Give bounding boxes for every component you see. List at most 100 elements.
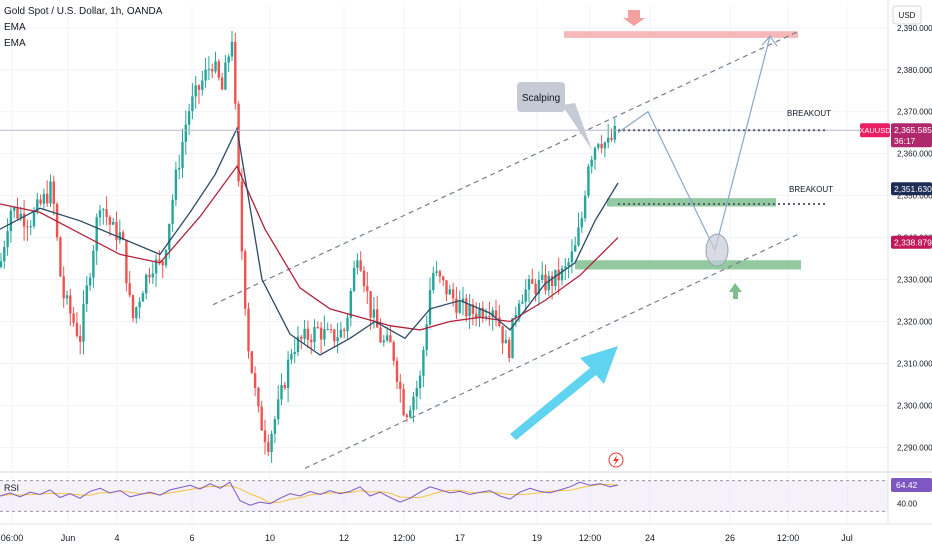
time-tick-label: 10: [265, 533, 275, 543]
candle-body: [273, 419, 277, 434]
candle-body: [62, 276, 65, 299]
candle-body: [362, 270, 366, 287]
candle-body: [574, 245, 577, 252]
candle-body: [610, 137, 613, 140]
candle-body: [554, 269, 557, 287]
candle-body: [138, 301, 141, 308]
callout-box: [517, 82, 565, 112]
candle-body: [442, 276, 445, 281]
candle-body: [26, 226, 29, 228]
candle-body: [168, 223, 171, 250]
candle-body: [465, 298, 468, 317]
candle-body: [207, 69, 211, 71]
price-tick-label: 2,350.000: [897, 192, 932, 201]
candle-body: [570, 251, 574, 263]
candle-body: [286, 359, 290, 389]
candle-body: [105, 209, 108, 217]
candle-body: [263, 430, 267, 443]
candle-body: [376, 309, 379, 328]
candle-body: [115, 221, 118, 241]
breakout-label-lower: BREAKOUT: [789, 185, 833, 194]
candle-body: [418, 375, 422, 389]
candle-body: [590, 159, 593, 167]
candle-body: [544, 274, 547, 291]
ema-legend-1[interactable]: EMA: [4, 22, 26, 33]
candle-body: [537, 280, 541, 295]
candle-body: [92, 250, 95, 278]
ema-slow-line: [0, 165, 619, 331]
candle-body: [306, 328, 310, 340]
candle-body: [333, 329, 336, 342]
candle-body: [527, 279, 531, 290]
candle-body: [343, 329, 346, 332]
time-axis: 06:00 Jun 4 6 10 12 12:00 17 19 12:00 24 26 12:00 Jul: [0, 523, 932, 543]
candle-body: [257, 388, 260, 407]
projection-path: [617, 36, 771, 252]
zone-demand_lower: [575, 260, 801, 270]
candle-body: [395, 360, 399, 382]
candle-body: [145, 274, 148, 294]
candle-body: [270, 433, 273, 452]
ema-legend-2[interactable]: EMA: [4, 38, 26, 49]
price-tick-label: 2,380.000: [897, 66, 932, 75]
candle-body: [211, 69, 214, 72]
candle-body: [108, 216, 112, 225]
candle-body: [402, 388, 405, 416]
candle-body: [300, 336, 303, 339]
candle-body: [481, 307, 484, 318]
candle-body: [310, 339, 313, 343]
candle-body: [422, 350, 425, 376]
candle-body: [267, 442, 270, 452]
candle-body: [478, 307, 481, 318]
candle-body: [290, 354, 293, 360]
candle-body: [319, 327, 323, 340]
candle-body: [280, 385, 283, 400]
candle-body: [69, 295, 72, 314]
candle-body: [557, 269, 560, 281]
projection-arrowhead: [761, 35, 778, 47]
candle-body: [583, 195, 587, 219]
price-tick-label: 2,290.000: [897, 443, 932, 452]
candle-body: [567, 262, 570, 267]
candle-body: [154, 259, 158, 274]
candle-body: [46, 193, 49, 204]
candle-body: [491, 310, 494, 317]
candle-body: [184, 124, 187, 142]
candle-body: [504, 339, 508, 344]
candle-body: [359, 260, 362, 271]
ema-lines: [0, 126, 619, 356]
candle-body: [534, 283, 537, 295]
candle-body: [178, 167, 181, 170]
candle-body: [448, 289, 451, 295]
candle-body: [217, 61, 220, 78]
rsi-pane: RSI: [0, 471, 932, 512]
candle-body: [409, 410, 412, 418]
candle-body: [214, 61, 217, 72]
candle-body: [52, 181, 55, 204]
candle-body: [346, 317, 349, 332]
candle-body: [501, 325, 504, 344]
candle-body: [102, 209, 105, 211]
candle-body: [372, 309, 376, 318]
candle-body: [131, 295, 135, 319]
candle-body: [158, 259, 161, 262]
candle-body: [511, 318, 514, 359]
candle-body: [98, 210, 102, 218]
price-tick-label: 2,360.000: [897, 150, 932, 159]
candle-body: [22, 213, 26, 227]
candle-body: [220, 77, 224, 90]
price-tick-label: 2,330.000: [897, 276, 932, 285]
rsi-tick-label: 40.00: [897, 500, 918, 509]
candle-body: [3, 247, 6, 262]
candle-body: [428, 290, 432, 325]
lightning-icon: [608, 452, 624, 468]
price-tick-label: 2,320.000: [897, 317, 932, 326]
candle-body: [458, 301, 461, 313]
trend-arrow: [510, 346, 618, 440]
candle-body: [613, 125, 616, 140]
candle-body: [59, 237, 62, 277]
price-tick-label: 2,310.000: [897, 359, 932, 368]
current-price-badge-box: [891, 123, 932, 148]
